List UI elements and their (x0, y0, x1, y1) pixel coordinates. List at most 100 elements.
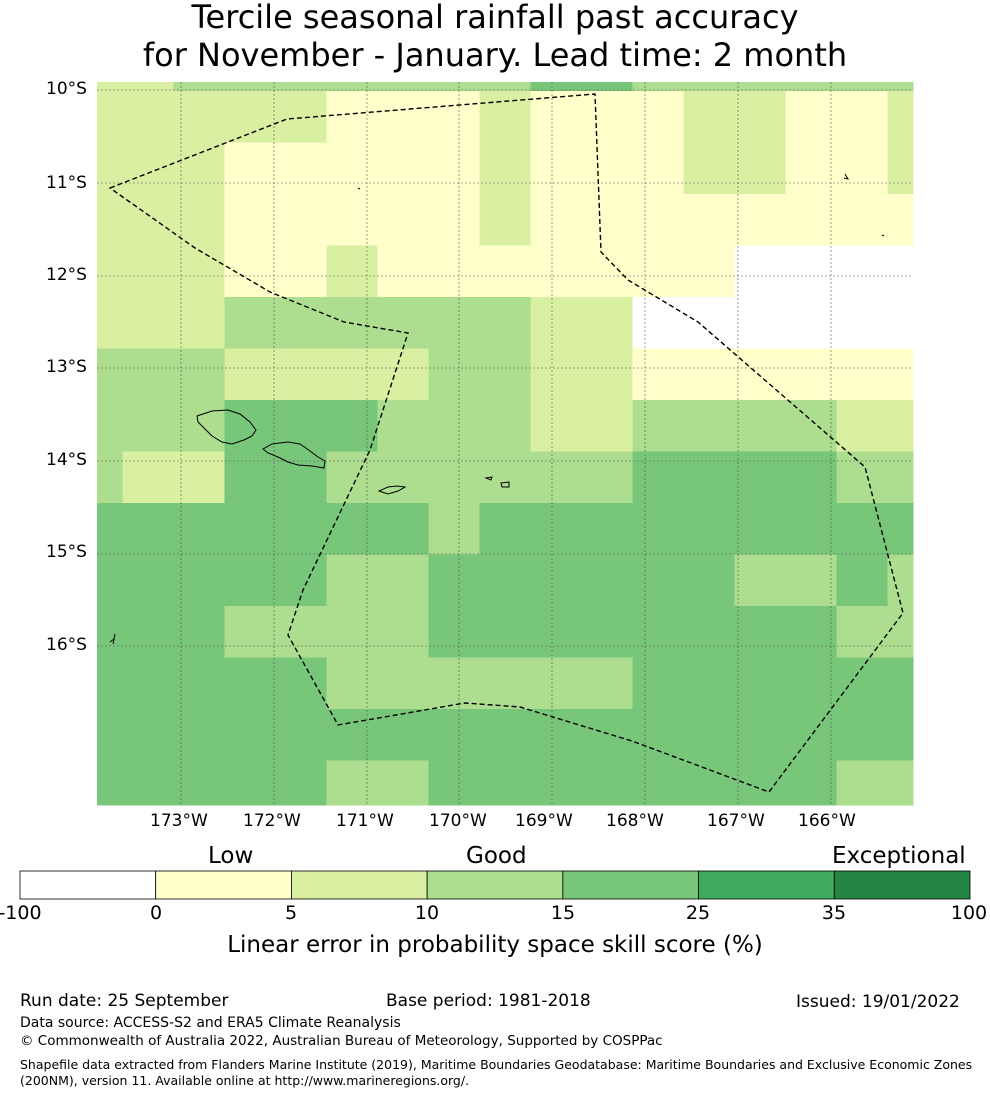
eez-boundary (108, 93, 904, 793)
grid-cell (479, 503, 531, 555)
colorbar-tick-35: 35 (821, 902, 847, 924)
grid-cell (887, 245, 914, 298)
grid-cell (326, 606, 378, 658)
lat-label-16s: 16°S (46, 635, 87, 655)
grid-cell (683, 348, 735, 401)
grid-cell (479, 194, 531, 246)
grid-cell (836, 554, 888, 607)
grid-cell (275, 194, 327, 246)
grid-cell (377, 142, 429, 195)
grid-cell (581, 245, 633, 298)
grid-cell (683, 451, 735, 504)
grid-cell (428, 606, 480, 658)
grid-cell (683, 194, 735, 246)
lat-label-15s: 15°S (46, 542, 87, 562)
grid-cell (683, 400, 735, 452)
grid-cell (785, 82, 837, 92)
grid-cell (479, 760, 531, 806)
grid-cell (224, 657, 276, 710)
island-atoll-east (843, 173, 850, 180)
grid-cell (479, 348, 531, 401)
grid-cell (428, 82, 480, 92)
grid-cell (530, 245, 582, 298)
grid-cell (530, 451, 582, 504)
colorbar-category-exceptional: Exceptional (832, 843, 966, 869)
colorbar-tick-10: 10 (414, 902, 440, 924)
grid-cell (377, 657, 429, 710)
grid-cell (224, 297, 276, 349)
grid-cell (428, 142, 480, 195)
grid-cell (377, 451, 429, 504)
grid-cell (683, 657, 735, 710)
grid-cell (122, 245, 174, 298)
grid-cell (581, 91, 633, 143)
chart-title-line1: Tercile seasonal rainfall past accuracy (191, 0, 799, 36)
grid-cell (836, 91, 888, 143)
grid-cell (97, 400, 123, 452)
grid-cell (734, 142, 786, 195)
grid-cell (275, 657, 327, 710)
grid-cell (326, 142, 378, 195)
grid-cell (734, 503, 786, 555)
grid-cell (377, 194, 429, 246)
grid-cell (785, 451, 837, 504)
grid-cell (785, 348, 837, 401)
grid-cell (530, 297, 582, 349)
island-dot-east (881, 234, 885, 237)
grid-cell (122, 297, 174, 349)
grid-cell (97, 760, 123, 806)
grid-cell (530, 657, 582, 710)
colorbar-tick-15: 15 (550, 902, 576, 924)
grid-cell (428, 348, 480, 401)
grid-cell (428, 554, 480, 607)
grid-cell (97, 82, 123, 92)
map-gridlines (97, 82, 913, 805)
grid-cell (173, 348, 225, 401)
grid-cell (377, 760, 429, 806)
grid-cell (785, 606, 837, 658)
grid-cell (683, 142, 735, 195)
grid-cell (377, 82, 429, 92)
grid-cell (632, 451, 684, 504)
grid-cell (173, 400, 225, 452)
grid-cell (326, 400, 378, 452)
grid-cell (326, 245, 378, 298)
colorbar-category-low: Low (208, 843, 254, 869)
grid-cell (173, 709, 225, 761)
grid-cell (887, 503, 914, 555)
grid-cell (683, 91, 735, 143)
grid-cell (632, 606, 684, 658)
colorbar-segment (291, 870, 428, 900)
colorbar-segment (426, 870, 564, 900)
grid-cell (887, 194, 914, 246)
chart-title-line2: for November - January. Lead time: 2 mon… (142, 36, 848, 74)
grid-cell (97, 451, 123, 504)
colorbar-segment (833, 870, 971, 900)
grid-cell (887, 82, 914, 92)
island-tutuila (377, 485, 407, 495)
grid-cell (479, 709, 531, 761)
grid-cell (97, 245, 123, 298)
grid-cell (377, 91, 429, 143)
grid-cell (479, 142, 531, 195)
grid-cell (479, 245, 531, 298)
grid-cell (122, 657, 174, 710)
grid-cell (785, 297, 837, 349)
grid-cell (887, 760, 914, 806)
skill-grid (97, 82, 914, 806)
grid-cell (479, 297, 531, 349)
grid-cell (734, 82, 786, 92)
grid-cell (428, 194, 480, 246)
grid-cell (122, 194, 174, 246)
grid-cell (173, 297, 225, 349)
grid-cell (122, 91, 174, 143)
grid-cell (836, 142, 888, 195)
island-upolu (262, 441, 326, 469)
lon-label-173w: 173°W (150, 811, 208, 831)
grid-cell (632, 142, 684, 195)
grid-cell (581, 194, 633, 246)
colorbar-label: Linear error in probability space skill … (227, 932, 763, 958)
grid-cell (479, 606, 531, 658)
lon-label-168w: 168°W (606, 811, 664, 831)
colorbar-segment (562, 870, 699, 900)
